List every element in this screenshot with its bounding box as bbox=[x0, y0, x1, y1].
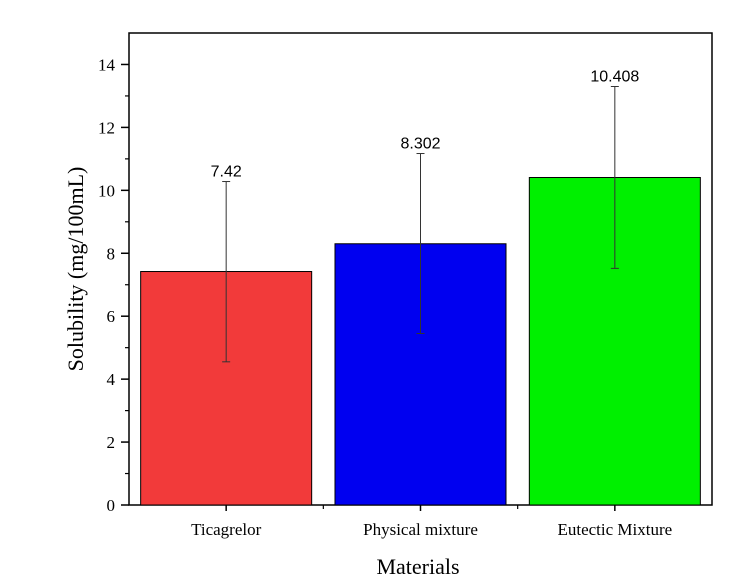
x-tick-label: Ticagrelor bbox=[191, 520, 262, 539]
x-tick-label: Eutectic Mixture bbox=[557, 520, 672, 539]
y-tick-label: 12 bbox=[98, 118, 115, 137]
y-tick-label: 8 bbox=[107, 244, 116, 263]
data-label: 10.408 bbox=[590, 68, 639, 85]
y-tick-label: 4 bbox=[107, 370, 116, 389]
y-axis-title: Solubility (mg/100mL) bbox=[63, 167, 88, 372]
y-tick-label: 6 bbox=[107, 307, 116, 326]
y-tick-label: 0 bbox=[107, 496, 116, 515]
bars-group: 7.42 8.302 10.408 bbox=[140, 68, 701, 506]
data-label: 8.302 bbox=[400, 136, 440, 153]
data-label: 7.42 bbox=[211, 164, 242, 181]
y-tick-label: 14 bbox=[98, 55, 116, 74]
x-axis-title: Materials bbox=[376, 554, 459, 579]
y-tick-label: 10 bbox=[98, 181, 115, 200]
y-axis: 0 2 4 6 8 10 12 14 bbox=[98, 55, 129, 515]
x-axis: Ticagrelor Physical mixture Eutectic Mixtu… bbox=[191, 505, 672, 539]
y-tick-label: 2 bbox=[107, 433, 116, 452]
x-tick-label: Physical mixture bbox=[363, 520, 478, 539]
